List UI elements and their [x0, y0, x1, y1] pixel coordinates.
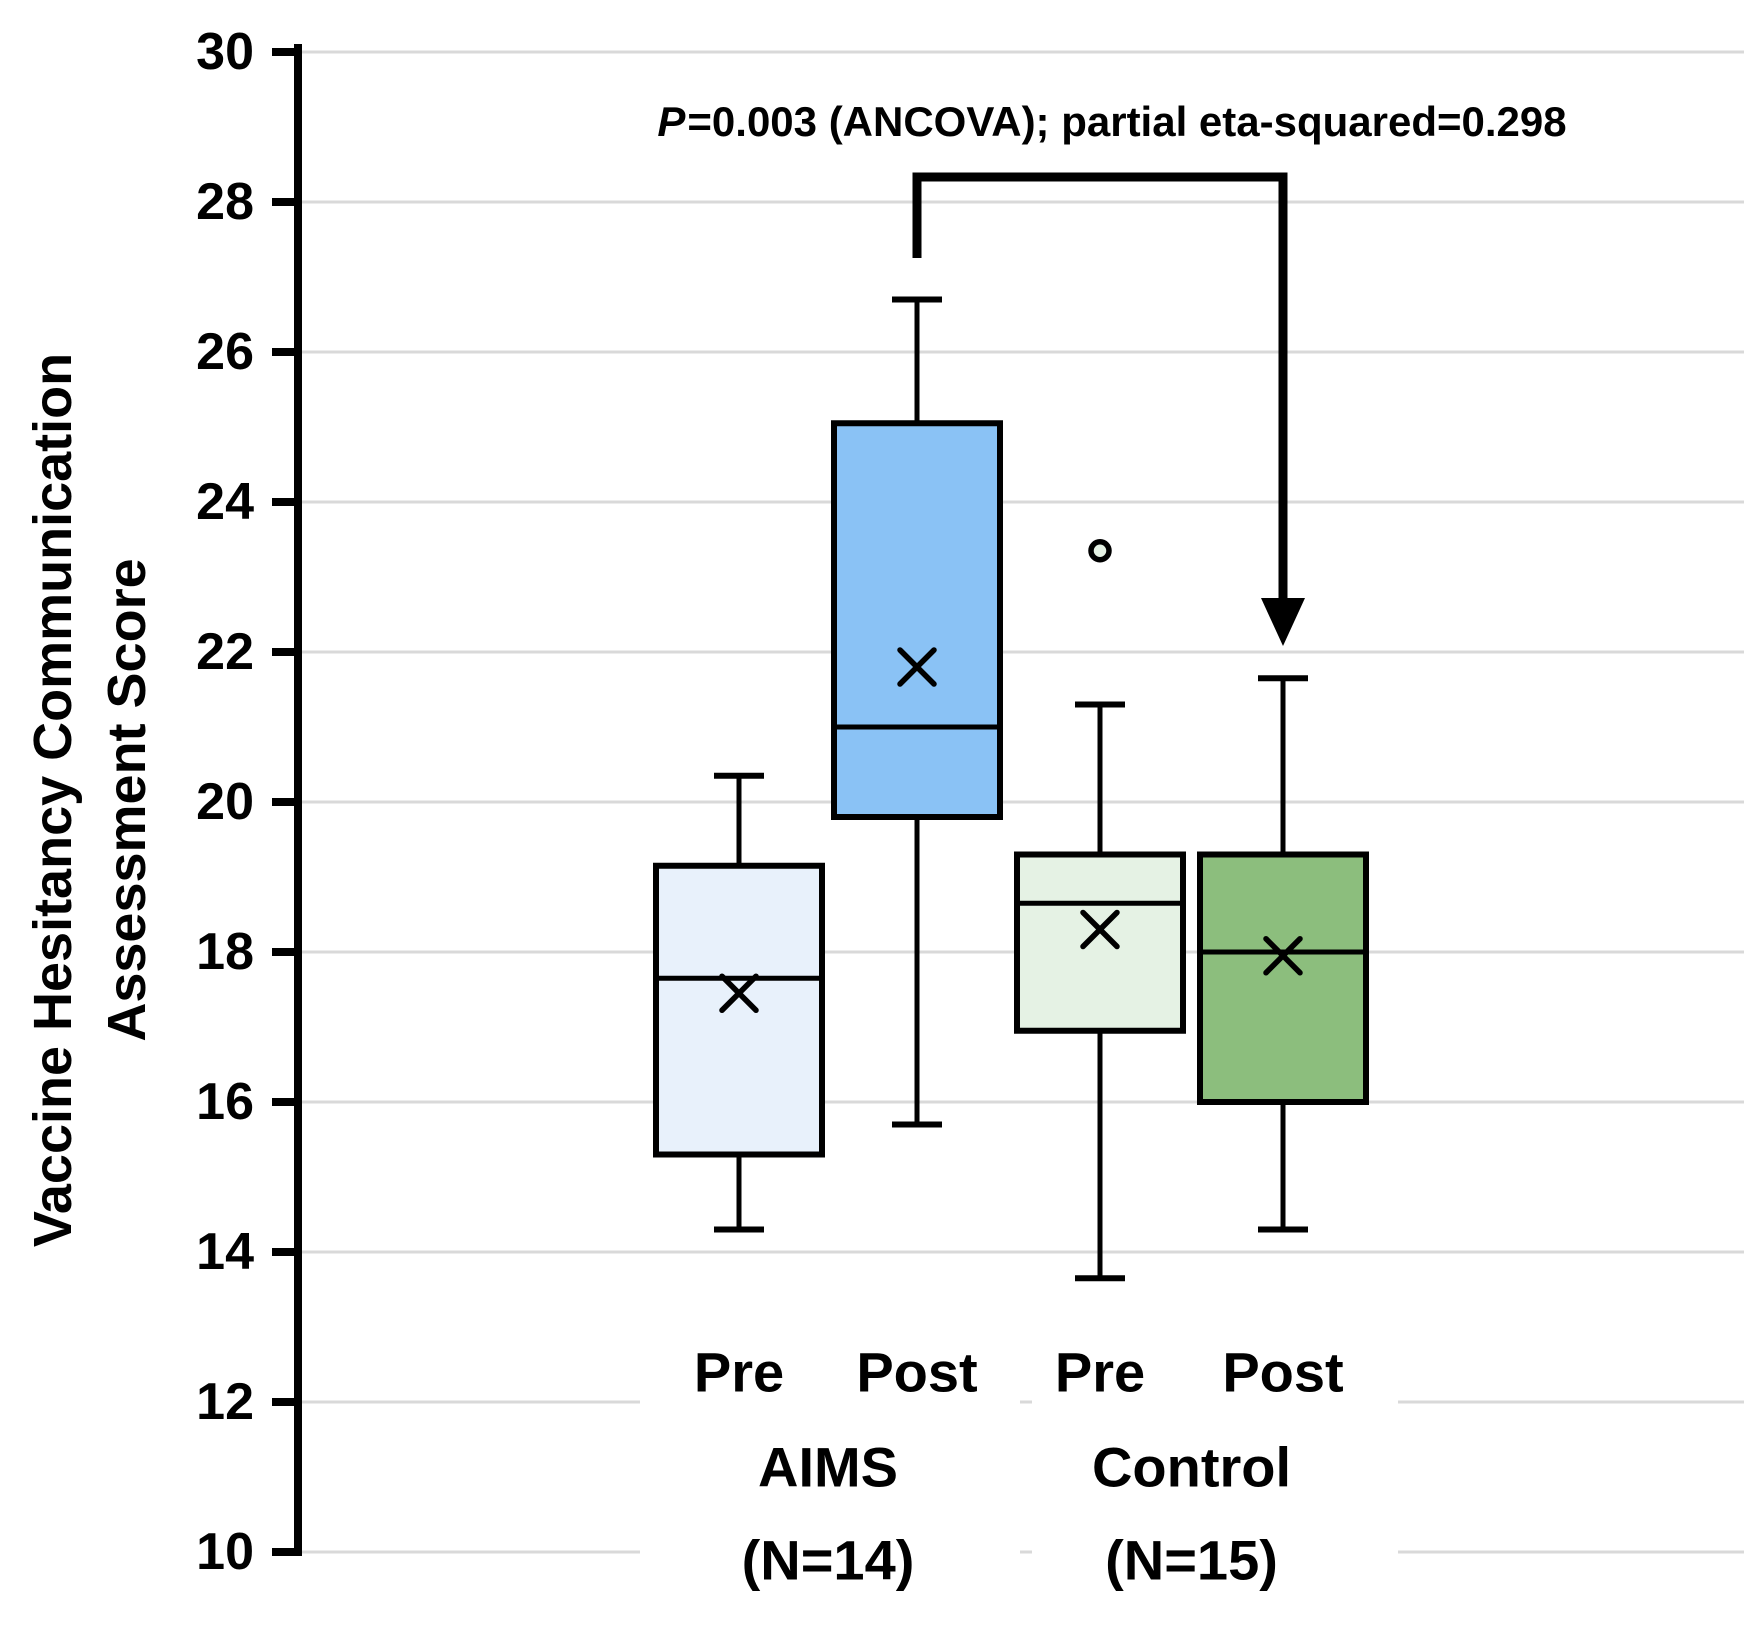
significance-annotation: P=0.003 (ANCOVA); partial eta-squared=0.…: [657, 98, 1566, 146]
x-label-pre-control: Pre: [1055, 1341, 1145, 1404]
y-tick-label-12: 12: [196, 1373, 254, 1431]
mean-x-marker-pre-control: [1080, 909, 1120, 950]
y-tick-label-28: 28: [196, 173, 254, 231]
y-tick-label-18: 18: [196, 923, 254, 981]
box-pre-aims: [653, 862, 825, 1158]
y-tick-label-26: 26: [196, 323, 254, 381]
annotation-text: =0.003 (ANCOVA); partial eta-squared=0.2…: [687, 98, 1567, 145]
y-axis-title: Vaccine Hesitancy Communication Assessme…: [8, 250, 172, 1350]
x-label-post-control: Post: [1222, 1341, 1343, 1404]
label-backing-left: [640, 1326, 1020, 1611]
y-tick-label-22: 22: [196, 623, 254, 681]
x-label-post-aims: Post: [856, 1341, 977, 1404]
y-tick-label-30: 30: [196, 23, 254, 81]
box-post-control: [1197, 851, 1369, 1105]
outlier-point-pre-control: [1088, 539, 1112, 563]
group-label-control: Control: [1092, 1436, 1291, 1499]
significance-bracket: [912, 172, 1288, 600]
mean-x-marker-post-aims: [897, 647, 937, 687]
y-tick-label-10: 10: [196, 1523, 254, 1581]
y-tick-label-24: 24: [196, 473, 254, 531]
y-axis-title-line1: Vaccine Hesitancy Communication: [23, 352, 83, 1248]
y-tick-label-20: 20: [196, 773, 254, 831]
significance-arrowhead: [1261, 598, 1305, 646]
group-n-label-aims: (N=14): [742, 1529, 915, 1592]
box-pre-control: [1014, 851, 1186, 1034]
x-label-pre-aims: Pre: [694, 1341, 784, 1404]
y-tick-label-16: 16: [196, 1073, 254, 1131]
mean-x-marker-post-control: [1263, 936, 1303, 976]
group-label-aims: AIMS: [758, 1436, 898, 1499]
group-n-label-control: (N=15): [1105, 1529, 1278, 1592]
label-backing-right: [1032, 1326, 1398, 1611]
mean-x-marker-pre-aims: [719, 973, 759, 1013]
box-post-aims: [831, 420, 1003, 820]
y-tick-label-14: 14: [196, 1223, 254, 1281]
y-axis-title-line2: Assessment Score: [97, 558, 157, 1042]
p-symbol: P: [657, 98, 686, 145]
